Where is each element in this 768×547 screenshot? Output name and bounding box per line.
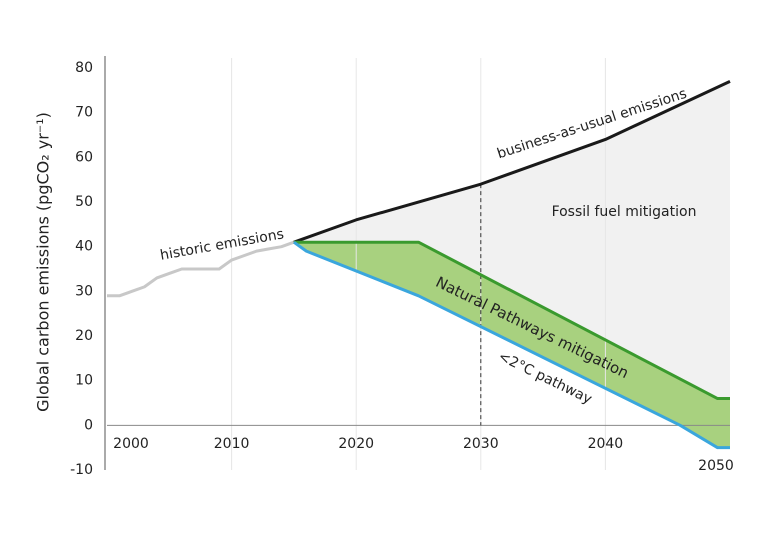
y-tick-label: 40 [75, 239, 93, 255]
series-line [107, 240, 295, 298]
series-label: historic emissions [159, 226, 285, 264]
y-tick-label: 10 [75, 373, 93, 389]
y-tick-label: 60 [75, 149, 93, 165]
annotation: Fossil fuel mitigation [552, 204, 697, 220]
y-tick-label: 20 [75, 328, 93, 344]
y-tick-label: 50 [75, 194, 93, 210]
y-tick-label: 30 [75, 283, 93, 299]
x-tick-label: 2050 [698, 458, 734, 474]
y-tick-label: 70 [75, 105, 93, 121]
y-tick-label: -10 [70, 462, 93, 478]
y-axis-label: Global carbon emissions (pgCO₂ yr⁻¹) [34, 112, 53, 412]
x-tick-label: 2000 [113, 436, 149, 452]
x-tick-label: 2020 [338, 436, 374, 452]
fossil-mitigation-area [293, 81, 730, 399]
y-tick-label: 80 [75, 60, 93, 76]
series-line [293, 240, 730, 401]
x-tick-label: 2010 [214, 436, 250, 452]
series-line [293, 240, 730, 450]
x-tick-label: 2040 [588, 436, 624, 452]
x-tick-label: 2030 [463, 436, 499, 452]
y-tick-label: 0 [84, 417, 93, 433]
series-line [293, 80, 731, 244]
